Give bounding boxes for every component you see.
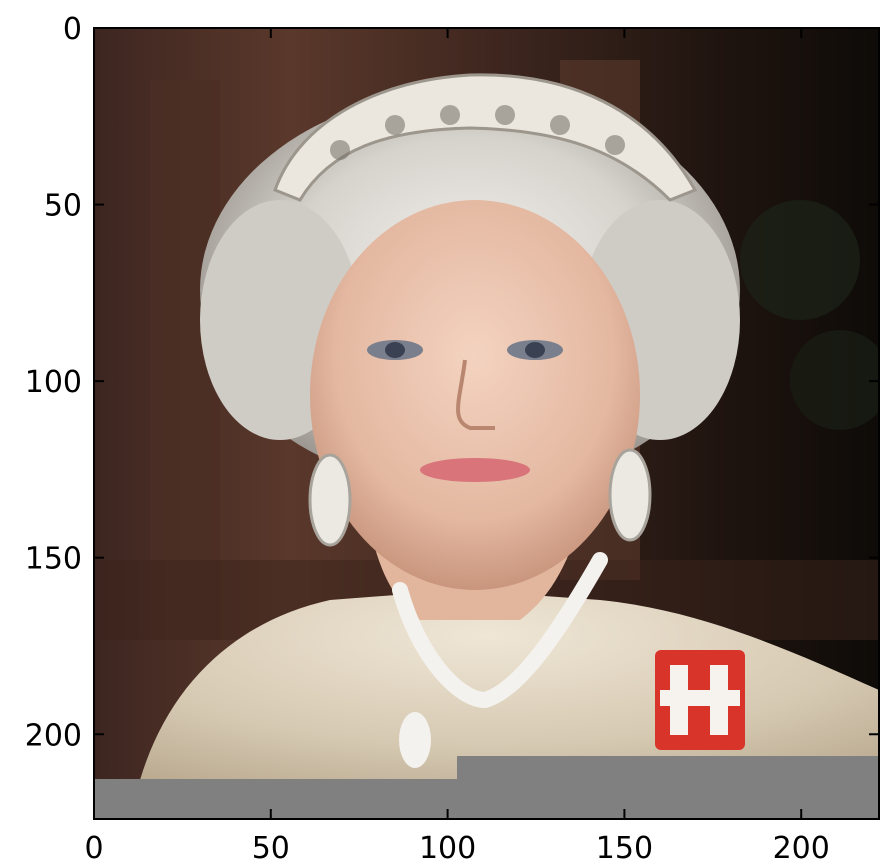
y-tick-label: 100 xyxy=(25,365,82,400)
y-tick-label: 50 xyxy=(44,189,82,224)
x-tick-label: 50 xyxy=(252,831,290,866)
portrait-photo xyxy=(94,28,879,819)
y-axis: 0 50 100 150 200 xyxy=(25,12,879,753)
x-tick-label: 100 xyxy=(419,831,476,866)
y-tick-label: 150 xyxy=(25,542,82,577)
x-tick-label: 0 xyxy=(84,831,103,866)
x-axis: 0 50 100 150 200 xyxy=(84,28,830,866)
y-tick-label: 200 xyxy=(25,718,82,753)
y-tick-label: 0 xyxy=(63,12,82,47)
x-tick-label: 150 xyxy=(596,831,653,866)
axes-frame xyxy=(93,27,880,820)
x-tick-label: 200 xyxy=(773,831,830,866)
